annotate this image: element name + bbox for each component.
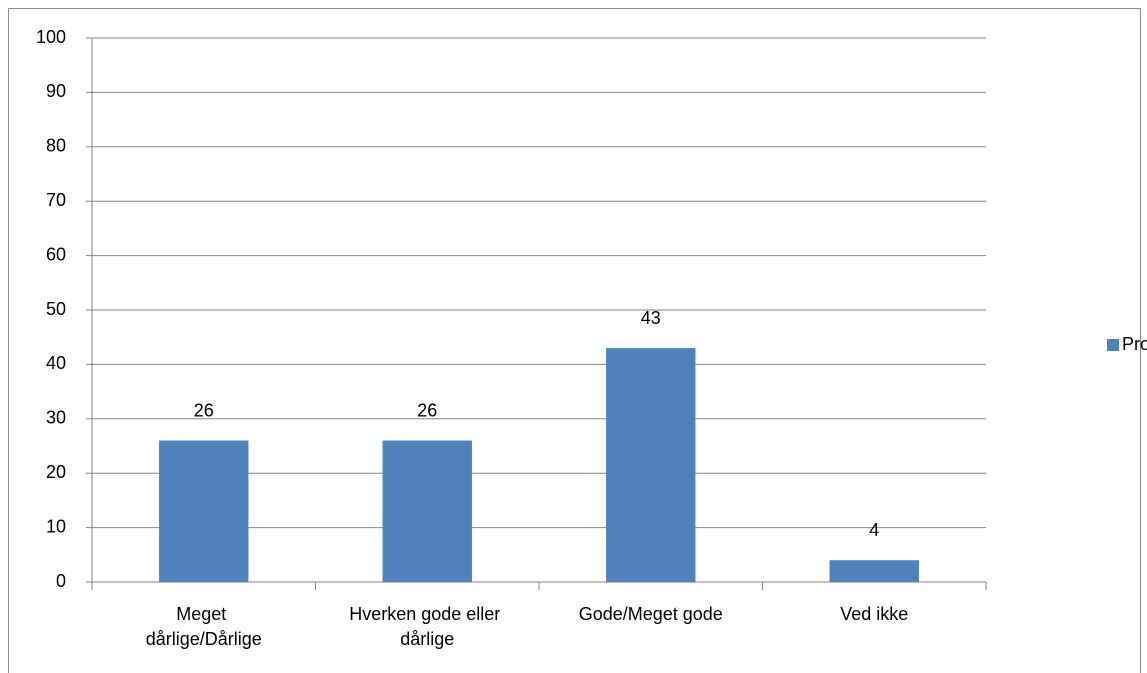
bar xyxy=(606,348,696,582)
legend-swatch xyxy=(1107,339,1119,351)
data-label: 43 xyxy=(641,308,661,328)
x-tick-label: Meget dårlige/Dårlige xyxy=(146,604,262,649)
y-tick-label: 30 xyxy=(46,408,66,428)
y-tick-label: 60 xyxy=(46,244,66,264)
x-tick-label: Hverken gode eller dårlige xyxy=(349,604,505,649)
data-label: 4 xyxy=(869,520,879,540)
y-tick-label: 70 xyxy=(46,190,66,210)
y-tick-label: 0 xyxy=(56,571,66,591)
y-tick-label: 10 xyxy=(46,516,66,536)
y-tick-label: 50 xyxy=(46,299,66,319)
y-tick-label: 40 xyxy=(46,353,66,373)
y-tick-label: 20 xyxy=(46,462,66,482)
bar xyxy=(382,440,472,582)
data-label: 26 xyxy=(417,400,437,420)
y-tick-label: 100 xyxy=(36,27,66,47)
x-tick-label: Ved ikke xyxy=(840,604,908,624)
y-tick-label: 80 xyxy=(46,136,66,156)
x-tick-label: Gode/Meget gode xyxy=(579,604,723,624)
y-tick-label: 90 xyxy=(46,81,66,101)
legend-label: Procent xyxy=(1122,334,1147,354)
data-label: 26 xyxy=(194,400,214,420)
bar xyxy=(829,560,919,582)
bar xyxy=(159,440,249,582)
